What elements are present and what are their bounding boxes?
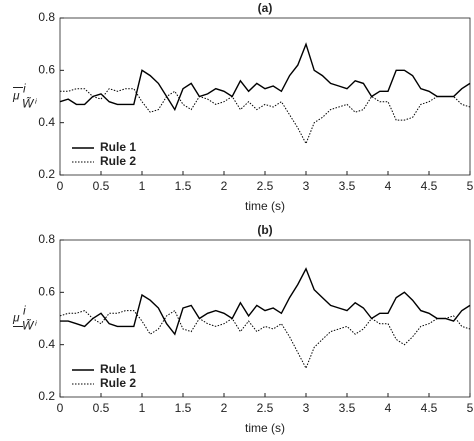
x-tick-label: 1.5 (175, 179, 192, 193)
series-line (60, 267, 471, 336)
x-tick-label: 5 (467, 179, 474, 193)
x-tick-label: 1 (139, 401, 146, 415)
x-tick-label: 0 (57, 179, 64, 193)
y-tick-label: 0.6 (38, 63, 55, 77)
legend-box (68, 361, 140, 393)
y-tick-label: 0.2 (38, 167, 55, 181)
y-label-symbol: μ (12, 89, 20, 103)
y-tick-label: 0.6 (38, 285, 55, 299)
y-label-superscript: i (23, 82, 26, 96)
series-line (59, 309, 471, 370)
x-tick-label: 2 (221, 179, 228, 193)
y-tick-label: 0.4 (38, 337, 55, 351)
x-tick-label: 0 (57, 401, 64, 415)
x-tick-label: 1.5 (175, 401, 192, 415)
chart-title: (b) (257, 223, 272, 237)
legend-box (68, 139, 140, 171)
x-tick-label: 4 (385, 401, 392, 415)
chart-title: (a) (258, 1, 273, 15)
x-tick-label: 4.5 (421, 179, 438, 193)
y-tick-label: 0.4 (38, 115, 55, 129)
x-tick-label: 4 (385, 179, 392, 193)
series-line (59, 42, 471, 112)
x-tick-label: 2.5 (257, 179, 274, 193)
x-tick-label: 4.5 (421, 401, 438, 415)
x-tick-label: 3 (303, 179, 310, 193)
legend-label: Rule 1 (100, 362, 136, 376)
x-tick-label: 3.5 (339, 179, 356, 193)
y-label-symbol: μ (12, 311, 20, 325)
x-tick-label: 0.5 (93, 179, 110, 193)
y-label-subscript: W̃ⁱ (22, 96, 37, 111)
x-tick-label: 3 (303, 401, 310, 415)
y-label-superscript: i (23, 304, 26, 318)
legend-label: Rule 1 (100, 140, 136, 154)
x-axis-label: time (s) (245, 199, 285, 213)
x-tick-label: 2.5 (257, 401, 274, 415)
x-tick-label: 2 (221, 401, 228, 415)
y-axis-label: μ iW̃ⁱ (12, 82, 37, 111)
x-tick-label: 1 (139, 179, 146, 193)
y-tick-label: 0.8 (38, 232, 55, 246)
x-tick-label: 0.5 (93, 401, 110, 415)
x-tick-label: 3.5 (339, 401, 356, 415)
series-line (60, 88, 471, 145)
legend-label: Rule 2 (100, 154, 136, 168)
legend-label: Rule 2 (100, 376, 136, 390)
y-axis-label: μ iW̃ⁱ (12, 304, 37, 333)
x-tick-label: 5 (467, 401, 474, 415)
y-label-subscript: W̃ⁱ (22, 318, 37, 333)
y-tick-label: 0.8 (38, 10, 55, 24)
x-axis-label: time (s) (245, 421, 285, 435)
y-tick-label: 0.2 (38, 389, 55, 403)
